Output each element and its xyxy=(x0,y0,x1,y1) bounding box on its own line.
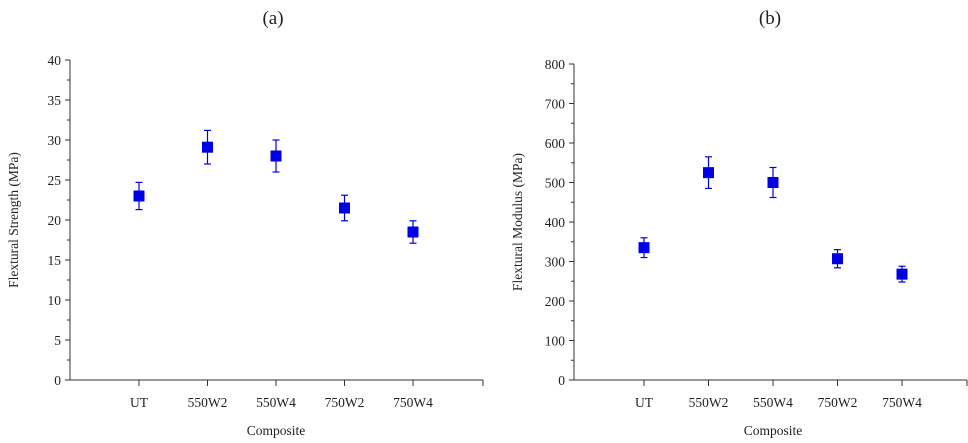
y-tick-label: 500 xyxy=(545,176,566,191)
y-tick-label: 30 xyxy=(48,133,62,148)
data-point xyxy=(832,253,843,265)
y-tick-label: 800 xyxy=(545,57,566,72)
panel-b: (b) 0 100 200 300 400 500 600 700 800 Flextural Mo… xyxy=(510,8,968,438)
y-tick-label: 200 xyxy=(545,294,566,309)
panel-label: (a) xyxy=(262,8,283,29)
x-tick-label: UT xyxy=(130,395,149,410)
x-tick-label: 750W2 xyxy=(325,395,365,410)
y-tick-label: 35 xyxy=(48,93,62,108)
data-point xyxy=(896,268,908,280)
data-point xyxy=(638,242,650,254)
y-tick-label: 40 xyxy=(48,53,62,68)
y-tick-label: 25 xyxy=(48,173,62,188)
data-point xyxy=(202,141,213,153)
data-point xyxy=(703,167,714,179)
y-tick-label: 5 xyxy=(54,333,61,348)
y-axis-title: Flextural Modulus (MPa) xyxy=(510,153,525,291)
y-axis-title: Flextural Strength (MPa) xyxy=(6,152,21,288)
data-point xyxy=(767,177,779,188)
x-axis-title: Composite xyxy=(247,423,306,438)
x-tick-label: 750W4 xyxy=(393,395,433,410)
y-tick-label: 15 xyxy=(48,253,62,268)
y-tick-label: 700 xyxy=(545,97,566,112)
y-tick-label: 600 xyxy=(545,136,566,151)
x-tick-label: 550W4 xyxy=(753,395,793,410)
x-tick-label: 750W2 xyxy=(818,395,858,410)
x-tick-label: 550W2 xyxy=(689,395,729,410)
x-tick-label: 550W4 xyxy=(256,395,296,410)
panel-a: (a) 0 5 10 15 20 25 30 35 40 Flextural Strength (M… xyxy=(6,8,484,438)
x-tick-label: 550W2 xyxy=(188,395,228,410)
y-tick-label: 300 xyxy=(545,255,566,270)
y-tick-label: 0 xyxy=(54,373,61,388)
x-tick-label: UT xyxy=(635,395,654,410)
data-point xyxy=(407,226,419,238)
y-tick-label: 100 xyxy=(545,334,566,349)
data-point xyxy=(133,190,145,202)
data-point xyxy=(270,150,282,162)
x-axis-title: Composite xyxy=(744,423,803,438)
data-point xyxy=(339,202,350,214)
x-tick-label: 750W4 xyxy=(882,395,922,410)
y-tick-label: 20 xyxy=(48,213,62,228)
y-tick-label: 0 xyxy=(558,373,565,388)
panel-label: (b) xyxy=(759,8,781,29)
y-tick-label: 10 xyxy=(48,293,62,308)
y-tick-label: 400 xyxy=(545,215,566,230)
